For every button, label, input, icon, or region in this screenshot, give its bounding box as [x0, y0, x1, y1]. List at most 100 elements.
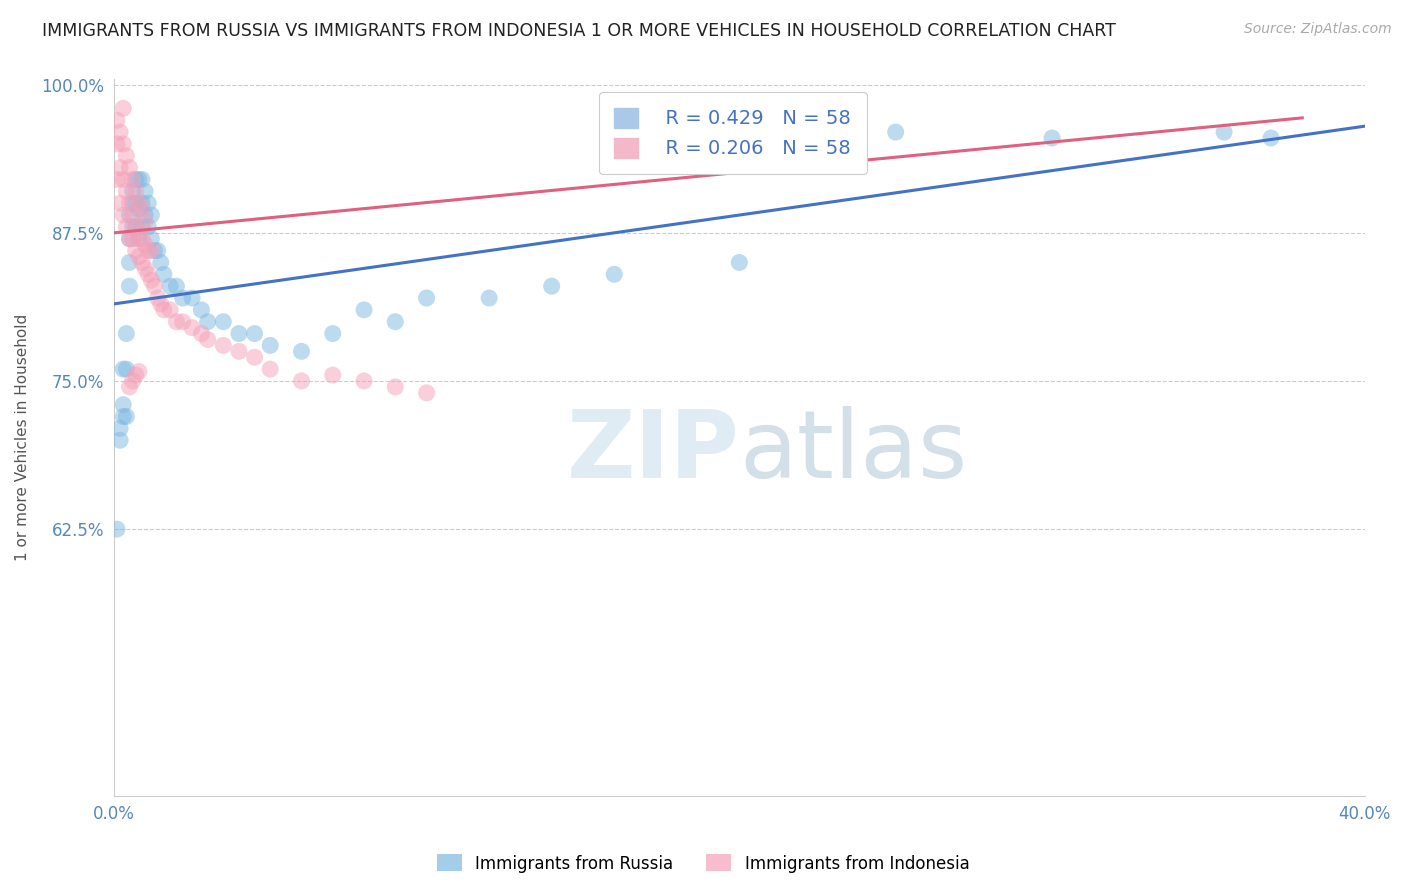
Point: [105, 136, 128, 151]
Point: [141, 208, 163, 222]
Point: [128, 172, 150, 186]
Y-axis label: 1 or more Vehicles in Household: 1 or more Vehicles in Household: [15, 314, 30, 561]
Point: [197, 315, 219, 329]
Point: [121, 185, 143, 199]
Point: [121, 172, 143, 186]
Point: [181, 291, 204, 305]
Point: [112, 362, 135, 376]
Point: [118, 380, 141, 394]
Point: [118, 255, 141, 269]
Point: [322, 368, 344, 382]
Point: [415, 385, 437, 400]
Point: [112, 102, 135, 116]
Point: [165, 315, 187, 329]
Point: [190, 326, 212, 341]
Point: [322, 326, 344, 341]
Point: [190, 302, 212, 317]
Point: [259, 362, 281, 376]
Point: [134, 214, 156, 228]
Point: [290, 344, 312, 359]
Point: [112, 136, 135, 151]
Point: [115, 362, 138, 376]
Point: [121, 219, 143, 234]
Point: [115, 326, 138, 341]
Point: [128, 250, 150, 264]
Point: [112, 172, 135, 186]
Point: [149, 297, 172, 311]
Point: [134, 237, 156, 252]
Point: [165, 279, 187, 293]
Point: [728, 255, 751, 269]
Point: [136, 196, 159, 211]
Point: [228, 326, 250, 341]
Point: [121, 208, 143, 222]
Point: [131, 232, 153, 246]
Point: [118, 279, 141, 293]
Point: [125, 172, 148, 186]
Point: [131, 172, 153, 186]
Point: [159, 302, 181, 317]
Point: [540, 279, 562, 293]
Point: [478, 291, 501, 305]
Point: [121, 196, 143, 211]
Point: [1213, 125, 1236, 139]
Text: ZIP: ZIP: [567, 406, 740, 498]
Point: [105, 172, 128, 186]
Point: [125, 368, 148, 382]
Point: [212, 315, 235, 329]
Point: [105, 113, 128, 128]
Point: [384, 315, 406, 329]
Point: [146, 291, 169, 305]
Point: [121, 374, 143, 388]
Legend: Immigrants from Russia, Immigrants from Indonesia: Immigrants from Russia, Immigrants from …: [430, 847, 976, 880]
Point: [212, 338, 235, 352]
Point: [290, 374, 312, 388]
Text: Source: ZipAtlas.com: Source: ZipAtlas.com: [1244, 22, 1392, 37]
Point: [603, 268, 626, 282]
Point: [108, 421, 131, 435]
Point: [125, 185, 148, 199]
Point: [108, 125, 131, 139]
Point: [172, 315, 194, 329]
Point: [128, 196, 150, 211]
Point: [118, 232, 141, 246]
Point: [105, 522, 128, 536]
Point: [115, 149, 138, 163]
Point: [172, 291, 194, 305]
Point: [146, 244, 169, 258]
Point: [141, 244, 163, 258]
Point: [108, 161, 131, 175]
Point: [141, 273, 163, 287]
Point: [153, 302, 176, 317]
Point: [143, 279, 166, 293]
Point: [118, 196, 141, 211]
Point: [159, 279, 181, 293]
Point: [128, 232, 150, 246]
Point: [149, 255, 172, 269]
Point: [243, 326, 266, 341]
Legend:   R = 0.429   N = 58,   R = 0.206   N = 58: R = 0.429 N = 58, R = 0.206 N = 58: [599, 92, 866, 174]
Point: [118, 161, 141, 175]
Point: [125, 219, 148, 234]
Text: IMMIGRANTS FROM RUSSIA VS IMMIGRANTS FROM INDONESIA 1 OR MORE VEHICLES IN HOUSEH: IMMIGRANTS FROM RUSSIA VS IMMIGRANTS FRO…: [42, 22, 1116, 40]
Point: [384, 380, 406, 394]
Point: [112, 409, 135, 424]
Point: [197, 333, 219, 347]
Point: [134, 185, 156, 199]
Point: [131, 219, 153, 234]
Point: [115, 185, 138, 199]
Point: [136, 244, 159, 258]
Point: [353, 374, 375, 388]
Point: [112, 398, 135, 412]
Point: [243, 351, 266, 365]
Point: [143, 244, 166, 258]
Point: [108, 434, 131, 448]
Point: [108, 196, 131, 211]
Point: [1260, 131, 1282, 145]
Point: [125, 219, 148, 234]
Point: [353, 302, 375, 317]
Point: [259, 338, 281, 352]
Point: [131, 202, 153, 216]
Point: [415, 291, 437, 305]
Point: [125, 196, 148, 211]
